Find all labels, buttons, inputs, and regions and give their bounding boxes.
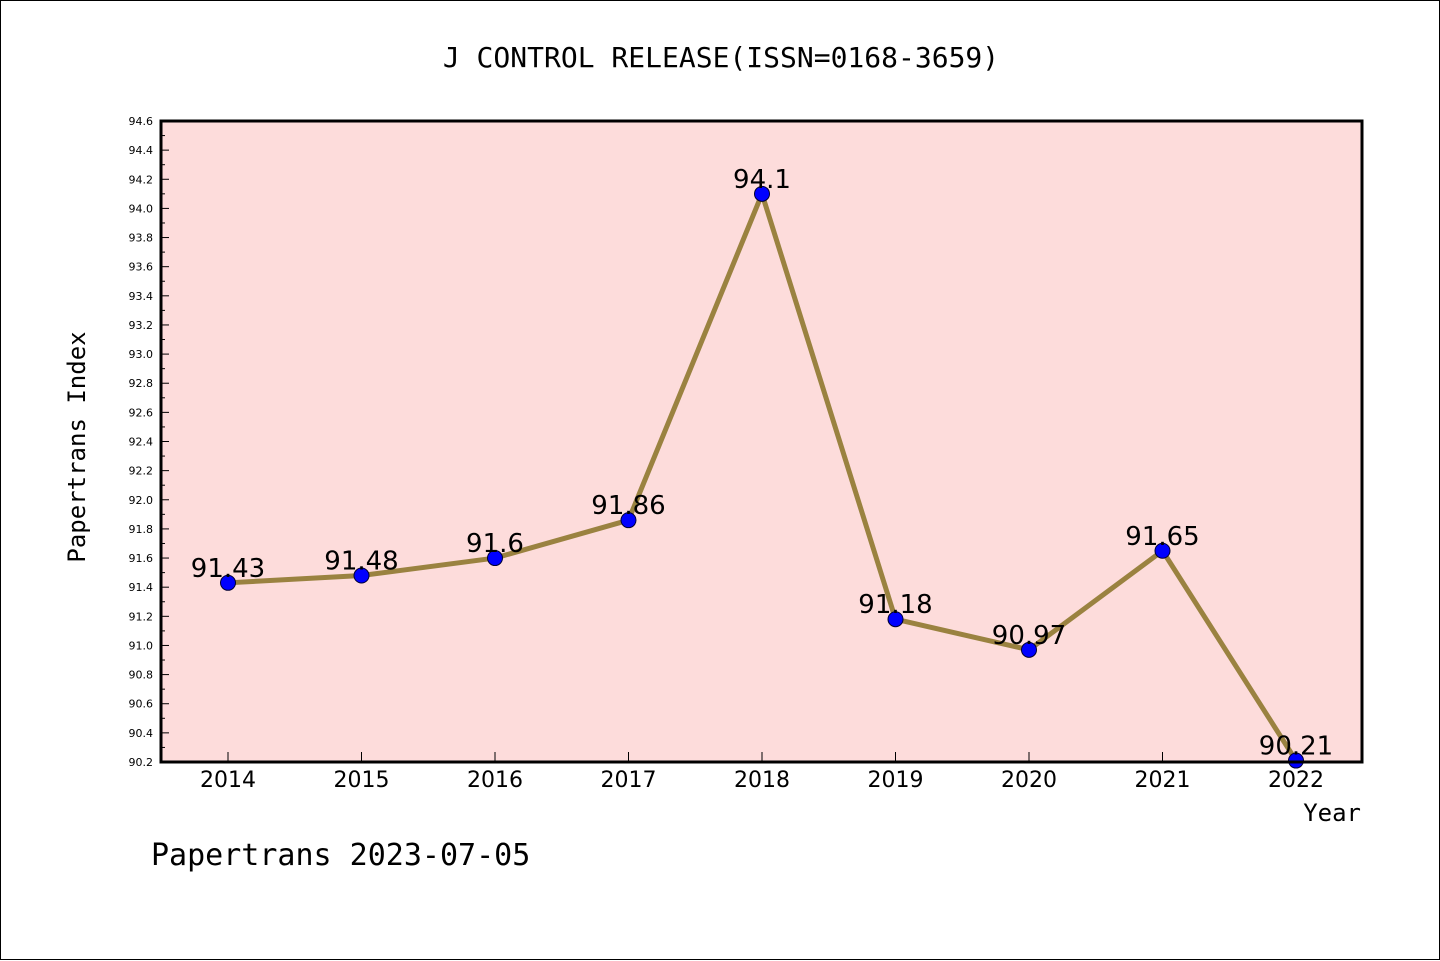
y-tick-label: 94.4	[129, 144, 154, 157]
data-point	[487, 550, 503, 567]
y-tick-label: 90.4	[129, 727, 154, 740]
x-tick-label: 2017	[601, 768, 657, 793]
data-label: 91.48	[324, 547, 398, 577]
x-axis-label: Year	[1303, 799, 1361, 827]
y-tick-label: 91.2	[129, 610, 154, 623]
y-tick-label: 91.8	[129, 523, 154, 536]
data-point	[1154, 542, 1171, 559]
x-tick-label: 2014	[200, 768, 256, 793]
data-label: 91.43	[191, 554, 265, 584]
data-point	[353, 567, 370, 584]
chart-title: J CONTROL RELEASE(ISSN=0168-3659)	[443, 41, 999, 74]
data-label: 91.18	[858, 590, 932, 620]
y-tick-label: 91.6	[129, 552, 154, 565]
x-tick-label: 2016	[467, 768, 523, 793]
y-tick-label: 92.2	[129, 465, 154, 478]
y-axis: 90.2 90.4 90.6 90.8 91.0 91.2 91.4 91.6 91.8 92.0…	[129, 115, 169, 769]
y-tick-label: 91.4	[129, 581, 154, 594]
data-point	[220, 574, 236, 591]
y-tick-label: 92.8	[129, 377, 154, 390]
x-tick-label: 2015	[334, 768, 390, 793]
x-tick-label: 2018	[734, 768, 790, 793]
y-tick-label: 92.4	[129, 436, 154, 449]
y-axis-label: Papertrans Index	[63, 331, 91, 562]
y-tick-label: 90.8	[129, 669, 154, 682]
x-tick-label: 2019	[868, 768, 924, 793]
y-tick-label: 93.0	[129, 348, 154, 361]
data-label: 94.1	[733, 165, 791, 195]
y-tick-label: 91.0	[129, 639, 154, 652]
data-labels: 91.43 91.48 91.6 91.86 94.1 91.18 90.97 91.65 90…	[191, 165, 1333, 762]
data-point	[1021, 641, 1037, 658]
data-label: 91.6	[466, 529, 524, 559]
footer-date: Papertrans 2023-07-05	[151, 838, 530, 873]
y-tick-label: 93.8	[129, 232, 154, 245]
y-tick-label: 90.2	[129, 756, 154, 769]
x-tick-label: 2021	[1135, 768, 1191, 793]
y-tick-label: 90.6	[129, 698, 154, 711]
data-point	[887, 611, 904, 628]
y-tick-label: 93.2	[129, 319, 154, 332]
series-markers	[220, 185, 1304, 769]
y-tick-label: 94.0	[129, 202, 154, 215]
y-tick-label: 93.6	[129, 261, 154, 274]
data-label: 91.65	[1125, 522, 1199, 552]
x-tick-label: 2022	[1268, 768, 1324, 793]
y-tick-label: 92.6	[129, 406, 154, 419]
x-tick-label: 2020	[1001, 768, 1057, 793]
plot-area	[161, 121, 1362, 762]
plot-border	[159, 119, 1364, 764]
data-point	[754, 185, 770, 202]
x-axis: 2014 2015 2016 2017 2018 2019 2020 2021 2022	[200, 752, 1324, 793]
data-label: 90.21	[1259, 732, 1333, 762]
y-tick-label: 94.6	[129, 115, 154, 128]
data-label: 90.97	[992, 621, 1066, 651]
y-tick-label: 94.2	[129, 173, 154, 186]
y-tick-label: 93.4	[129, 290, 154, 303]
data-point	[620, 512, 637, 529]
data-label: 91.86	[591, 491, 665, 521]
y-tick-label: 92.0	[129, 494, 154, 507]
